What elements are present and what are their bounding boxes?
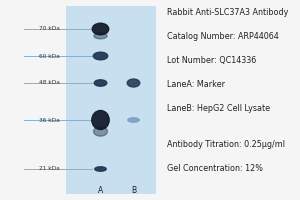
Text: A: A [98,186,103,195]
Text: 36 kDa: 36 kDa [39,117,60,122]
Text: LaneB: HepG2 Cell Lysate: LaneB: HepG2 Cell Lysate [167,104,270,113]
Ellipse shape [94,80,107,86]
Text: Catalog Number: ARP44064: Catalog Number: ARP44064 [167,32,278,41]
Ellipse shape [93,52,108,60]
Text: LaneA: Marker: LaneA: Marker [167,80,224,89]
Text: 60 kDa: 60 kDa [39,53,60,58]
Text: 21 kDa: 21 kDa [39,166,60,171]
Text: 70 kDa: 70 kDa [39,26,60,31]
Text: Antibody Titration: 0.25μg/ml: Antibody Titration: 0.25μg/ml [167,140,284,149]
Text: B: B [131,186,136,195]
Ellipse shape [95,167,106,171]
Text: Lot Number: QC14336: Lot Number: QC14336 [167,56,256,65]
Ellipse shape [94,33,107,39]
Ellipse shape [127,79,140,87]
FancyBboxPatch shape [66,6,156,194]
Text: Rabbit Anti-SLC37A3 Antibody: Rabbit Anti-SLC37A3 Antibody [167,8,288,17]
Text: Gel Concentration: 12%: Gel Concentration: 12% [167,164,262,173]
Ellipse shape [92,110,109,130]
Ellipse shape [128,118,139,122]
Ellipse shape [92,23,109,35]
Ellipse shape [94,127,107,136]
Text: 48 kDa: 48 kDa [39,80,60,86]
